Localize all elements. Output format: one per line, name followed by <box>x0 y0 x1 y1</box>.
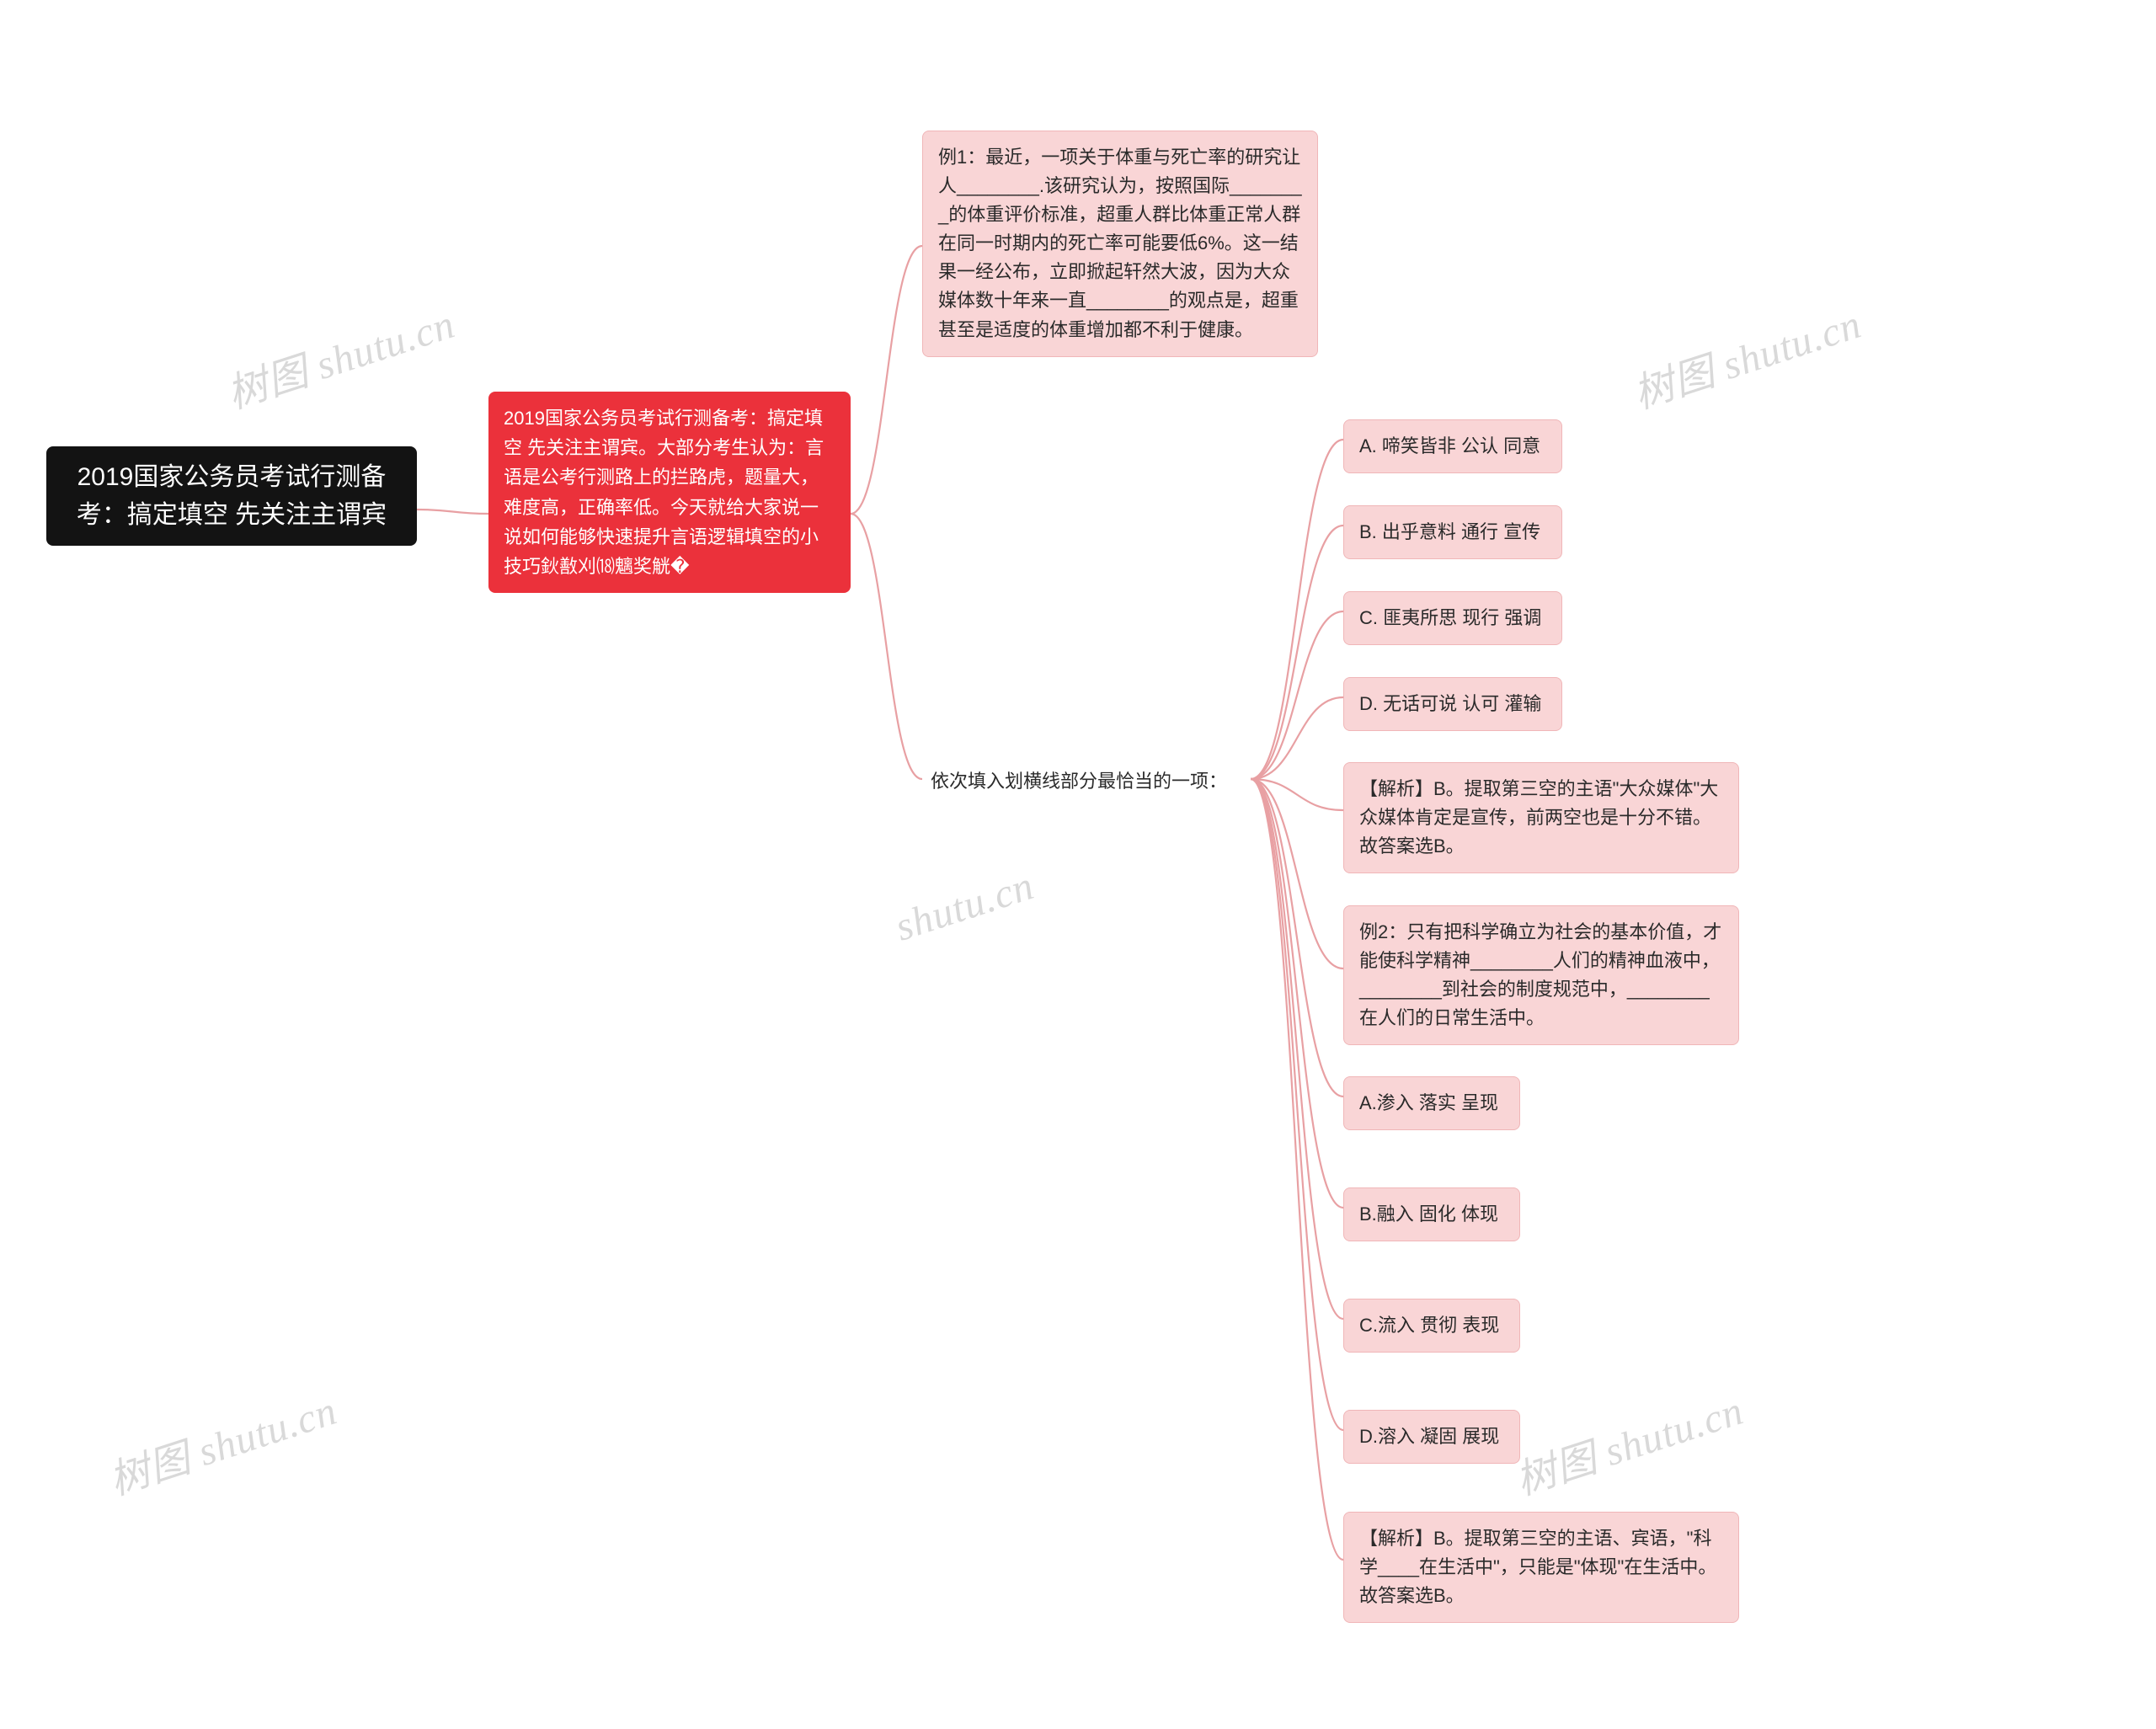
connector <box>1251 526 1343 779</box>
connector <box>851 514 922 779</box>
connector <box>1251 779 1343 1319</box>
connector <box>417 510 488 514</box>
leaf-node-c1: C. 匪夷所思 现行 强调 <box>1343 591 1562 645</box>
connector <box>1251 779 1343 1430</box>
connector <box>1251 779 1343 1208</box>
summary-node: 2019国家公务员考试行测备考：搞定填空 先关注主谓宾。大部分考生认为：言语是公… <box>488 392 851 593</box>
leaf-node-c2: C.流入 贯彻 表现 <box>1343 1299 1520 1353</box>
level2-node-prompt: 依次填入划横线部分最恰当的一项： <box>922 762 1251 801</box>
watermark: 树图 shutu.cn <box>1625 291 1867 419</box>
connector <box>851 246 922 514</box>
connector <box>1251 779 1343 1560</box>
leaf-node-a2: A.渗入 落实 呈现 <box>1343 1076 1520 1130</box>
leaf-node-d2: D.溶入 凝固 展现 <box>1343 1410 1520 1464</box>
connector <box>1251 440 1343 779</box>
connector <box>1251 779 1343 969</box>
level2-node-ex1: 例1：最近，一项关于体重与死亡率的研究让人________.该研究认为，按照国际… <box>922 131 1318 357</box>
watermark: 树图 shutu.cn <box>100 1377 343 1506</box>
connector <box>1251 779 1343 810</box>
connector <box>1251 697 1343 779</box>
connector <box>1251 779 1343 1097</box>
leaf-node-b1: B. 出乎意料 通行 宣传 <box>1343 505 1562 559</box>
connector <box>1251 611 1343 779</box>
leaf-node-a1: A. 啼笑皆非 公认 同意 <box>1343 419 1562 473</box>
watermark: 树图 shutu.cn <box>1507 1377 1749 1506</box>
root-node: 2019国家公务员考试行测备考：搞定填空 先关注主谓宾 <box>46 446 417 546</box>
leaf-node-ex2: 例2：只有把科学确立为社会的基本价值，才能使科学精神________人们的精神血… <box>1343 905 1739 1045</box>
watermark: shutu.cn <box>890 862 1040 951</box>
watermark: 树图 shutu.cn <box>218 291 461 419</box>
leaf-node-ans1: 【解析】B。提取第三空的主语"大众媒体"大众媒体肯定是宣传，前两空也是十分不错。… <box>1343 762 1739 873</box>
leaf-node-ans2: 【解析】B。提取第三空的主语、宾语，"科学____在生活中"，只能是"体现"在生… <box>1343 1512 1739 1623</box>
leaf-node-b2: B.融入 固化 体现 <box>1343 1187 1520 1241</box>
leaf-node-d1: D. 无话可说 认可 灌输 <box>1343 677 1562 731</box>
